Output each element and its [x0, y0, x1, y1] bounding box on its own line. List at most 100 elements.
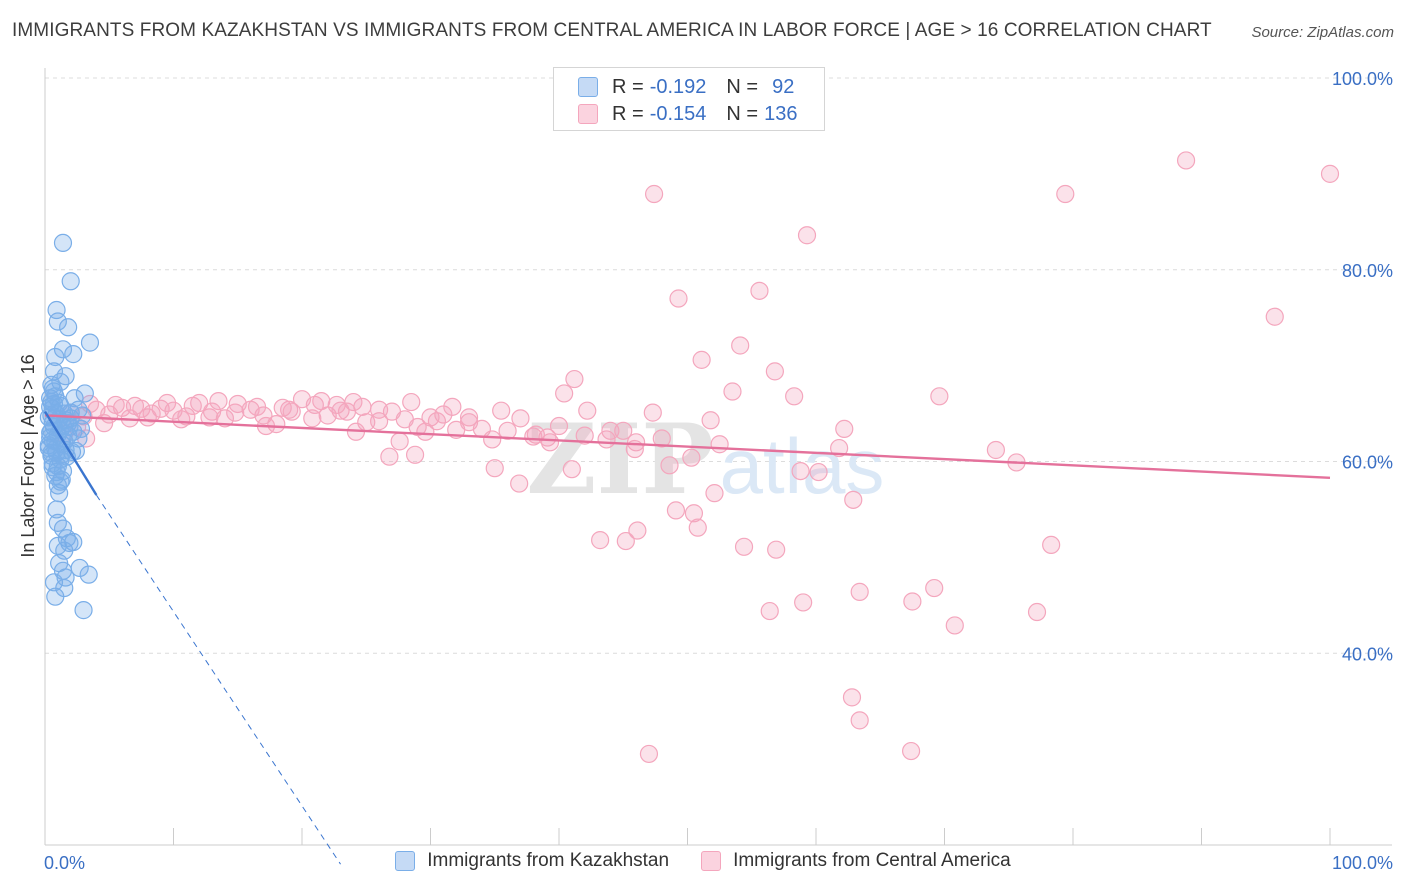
point-kazakhstan — [46, 347, 65, 367]
point-central-america — [731, 336, 750, 355]
point-kazakhstan — [42, 375, 61, 394]
point-central-america — [200, 408, 219, 427]
point-central-america — [705, 484, 724, 503]
point-central-america — [692, 350, 711, 369]
source-credit: Source: ZipAtlas.com — [1251, 24, 1394, 41]
watermark-zip: ZIP — [526, 403, 713, 516]
legend-item-central-america[interactable]: Immigrants from Central America — [701, 850, 1011, 872]
point-central-america — [327, 395, 346, 415]
y-tick-label: 40.0% — [1342, 644, 1393, 664]
point-kazakhstan — [64, 345, 83, 364]
point-central-america — [578, 401, 597, 420]
legend-swatch-blue — [578, 77, 598, 97]
y-tick-label: 100.0% — [1332, 69, 1393, 89]
point-kazakhstan — [46, 587, 65, 606]
legend-item-kazakhstan[interactable]: Immigrants from Kazakhstan — [395, 850, 669, 872]
point-central-america — [157, 393, 177, 413]
point-central-america — [280, 400, 299, 419]
point-central-america — [510, 474, 529, 493]
point-central-america — [734, 537, 754, 556]
point-central-america — [682, 448, 701, 467]
legend-n-value: 136 — [764, 102, 798, 125]
point-central-america — [601, 421, 620, 440]
point-central-america — [901, 741, 921, 761]
point-central-america — [511, 409, 530, 428]
data-points — [39, 151, 1340, 764]
y-tick-label: 80.0% — [1342, 261, 1393, 281]
point-central-america — [628, 521, 647, 540]
point-kazakhstan — [73, 406, 92, 425]
point-central-america — [1056, 184, 1075, 204]
point-kazakhstan — [61, 272, 80, 291]
trend-lines — [43, 411, 1331, 865]
point-central-america — [760, 601, 779, 621]
point-kazakhstan — [47, 300, 66, 320]
legend-series-name: Immigrants from Central America — [733, 850, 1011, 871]
point-central-america — [614, 421, 633, 440]
point-kazakhstan — [56, 367, 75, 386]
correlation-legend: R = -0.192 N = 92 R = -0.154 N = 136 — [553, 67, 825, 131]
y-axis-label: In Labor Force | Age > 16 — [18, 354, 38, 557]
point-central-america — [710, 435, 729, 454]
point-central-america — [172, 410, 191, 429]
legend-row-central-america: R = -0.154 N = 136 — [578, 101, 797, 127]
point-central-america — [850, 711, 869, 730]
point-central-america — [701, 411, 720, 430]
point-central-america — [639, 744, 659, 764]
point-central-america — [402, 392, 421, 412]
point-central-america — [337, 402, 357, 421]
point-central-america — [303, 409, 322, 428]
point-central-america — [669, 289, 688, 308]
point-kazakhstan — [74, 601, 93, 620]
chart-title: IMMIGRANTS FROM KAZAKHSTAN VS IMMIGRANTS… — [12, 20, 1212, 41]
point-central-america — [427, 412, 447, 431]
point-central-america — [684, 504, 704, 523]
point-kazakhstan — [47, 500, 66, 519]
point-central-america — [215, 409, 234, 428]
legend-n-label: N = — [726, 102, 759, 125]
point-central-america — [282, 402, 301, 421]
point-central-america — [555, 384, 574, 403]
legend-r-label: R = — [612, 75, 644, 98]
point-central-america — [1176, 151, 1196, 170]
point-central-america — [483, 430, 502, 449]
point-central-america — [1027, 602, 1047, 622]
point-central-america — [405, 445, 425, 464]
point-central-america — [209, 391, 228, 411]
legend-n-value: 92 — [772, 75, 795, 98]
legend-r-value: -0.192 — [649, 75, 707, 98]
point-kazakhstan — [43, 458, 62, 477]
point-central-america — [177, 407, 196, 426]
point-central-america — [986, 440, 1006, 460]
trend-line-central-america — [44, 414, 1331, 479]
point-central-america — [666, 501, 686, 520]
y-tick-label: 60.0% — [1342, 453, 1393, 473]
point-kazakhstan — [53, 340, 73, 359]
point-central-america — [660, 456, 679, 475]
point-central-america — [390, 432, 409, 451]
point-kazakhstan — [44, 573, 64, 592]
point-central-america — [945, 616, 964, 635]
point-central-america — [434, 405, 453, 424]
point-kazakhstan — [75, 384, 94, 403]
point-central-america — [842, 688, 862, 707]
point-kazakhstan — [48, 312, 67, 331]
trend-line-kazakhstan — [43, 411, 98, 496]
point-central-america — [644, 184, 664, 204]
point-central-america — [538, 428, 557, 447]
x-tick-label: 0.0% — [44, 853, 85, 873]
point-central-america — [1042, 535, 1061, 555]
point-central-america — [903, 592, 922, 611]
trend-extension-kazakhstan — [95, 494, 341, 865]
point-central-america — [312, 391, 331, 411]
point-central-america — [247, 397, 267, 416]
point-central-america — [562, 460, 581, 479]
series-legend: Immigrants from Kazakhstan Immigrants fr… — [0, 850, 1406, 872]
point-central-america — [723, 382, 742, 401]
point-kazakhstan — [59, 318, 78, 337]
point-central-america — [844, 490, 863, 509]
point-central-america — [591, 531, 610, 550]
x-tick-label: 100.0% — [1332, 853, 1393, 873]
point-kazakhstan — [51, 472, 70, 491]
